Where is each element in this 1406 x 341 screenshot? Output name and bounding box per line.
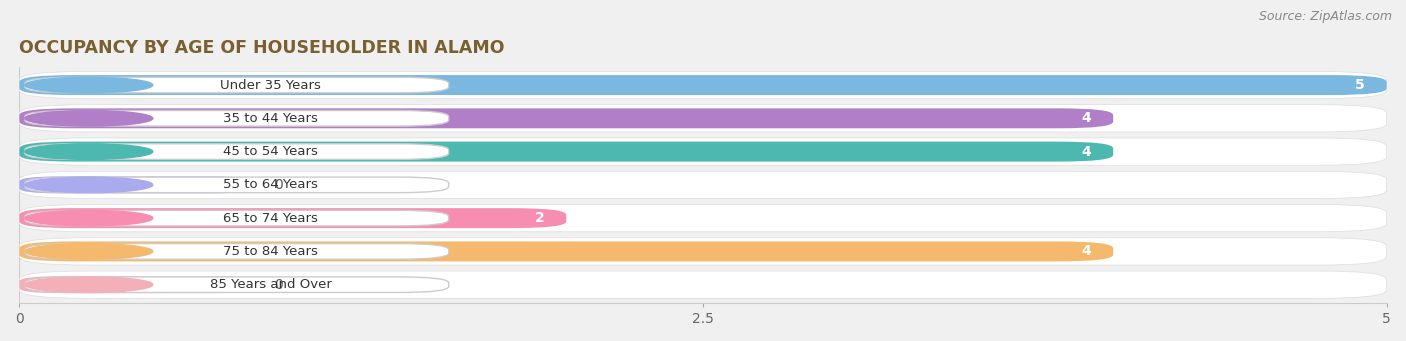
FancyBboxPatch shape [20, 138, 1386, 165]
FancyBboxPatch shape [20, 208, 567, 228]
Text: 65 to 74 Years: 65 to 74 Years [224, 212, 318, 225]
FancyBboxPatch shape [25, 110, 449, 126]
FancyBboxPatch shape [25, 177, 449, 193]
Text: 75 to 84 Years: 75 to 84 Years [224, 245, 318, 258]
Circle shape [25, 177, 153, 193]
Text: 2: 2 [534, 211, 544, 225]
Text: 0: 0 [274, 178, 283, 192]
Text: Under 35 Years: Under 35 Years [221, 78, 321, 91]
Text: 55 to 64 Years: 55 to 64 Years [224, 178, 318, 191]
Text: 45 to 54 Years: 45 to 54 Years [224, 145, 318, 158]
FancyBboxPatch shape [25, 243, 449, 259]
FancyBboxPatch shape [20, 142, 1114, 162]
FancyBboxPatch shape [20, 71, 1386, 99]
Text: 4: 4 [1081, 145, 1091, 159]
Text: 0: 0 [274, 278, 283, 292]
Text: 4: 4 [1081, 111, 1091, 125]
FancyBboxPatch shape [20, 176, 253, 193]
Text: 35 to 44 Years: 35 to 44 Years [224, 112, 318, 125]
FancyBboxPatch shape [25, 144, 449, 159]
FancyBboxPatch shape [20, 276, 253, 293]
FancyBboxPatch shape [20, 205, 1386, 232]
FancyBboxPatch shape [20, 238, 1386, 265]
FancyBboxPatch shape [20, 108, 1114, 128]
FancyBboxPatch shape [20, 171, 1386, 198]
Circle shape [25, 243, 153, 259]
FancyBboxPatch shape [25, 277, 449, 293]
Text: Source: ZipAtlas.com: Source: ZipAtlas.com [1258, 10, 1392, 23]
Text: 85 Years and Over: 85 Years and Over [209, 278, 332, 291]
Circle shape [25, 77, 153, 93]
Text: 5: 5 [1355, 78, 1365, 92]
Circle shape [25, 144, 153, 159]
Text: OCCUPANCY BY AGE OF HOUSEHOLDER IN ALAMO: OCCUPANCY BY AGE OF HOUSEHOLDER IN ALAMO [20, 39, 505, 57]
FancyBboxPatch shape [25, 210, 449, 226]
Text: 4: 4 [1081, 244, 1091, 258]
Circle shape [25, 277, 153, 293]
Circle shape [25, 210, 153, 226]
FancyBboxPatch shape [20, 241, 1114, 262]
FancyBboxPatch shape [25, 77, 449, 93]
FancyBboxPatch shape [20, 271, 1386, 298]
Circle shape [25, 110, 153, 126]
FancyBboxPatch shape [20, 105, 1386, 132]
FancyBboxPatch shape [20, 75, 1386, 95]
